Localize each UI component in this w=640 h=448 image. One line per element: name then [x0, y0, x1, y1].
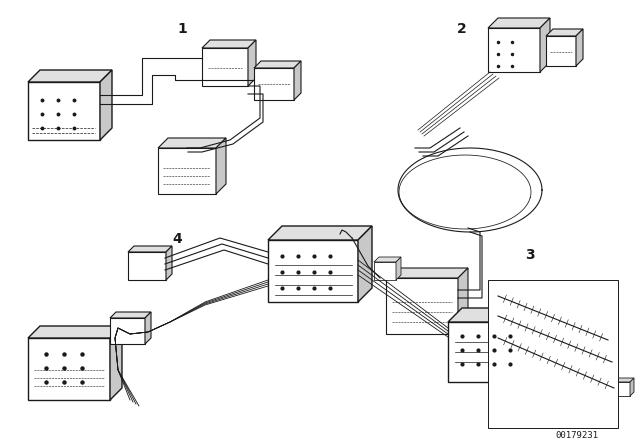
Polygon shape	[28, 82, 100, 140]
Polygon shape	[128, 252, 166, 280]
Polygon shape	[540, 18, 550, 72]
Text: 1: 1	[177, 22, 187, 36]
Polygon shape	[538, 308, 552, 382]
Polygon shape	[630, 378, 634, 396]
Polygon shape	[358, 226, 372, 302]
Polygon shape	[268, 240, 358, 302]
Polygon shape	[386, 268, 468, 278]
Text: 00179231: 00179231	[555, 431, 598, 440]
Polygon shape	[110, 318, 145, 344]
Polygon shape	[448, 308, 552, 322]
Polygon shape	[576, 29, 583, 66]
Polygon shape	[158, 138, 226, 148]
Polygon shape	[374, 262, 396, 280]
Text: 2: 2	[457, 22, 467, 36]
Polygon shape	[254, 61, 301, 68]
Polygon shape	[158, 148, 216, 194]
Polygon shape	[546, 29, 583, 36]
Polygon shape	[458, 268, 468, 334]
Polygon shape	[28, 70, 112, 82]
Polygon shape	[386, 278, 458, 334]
Polygon shape	[448, 322, 538, 382]
Polygon shape	[546, 36, 576, 66]
Polygon shape	[614, 378, 634, 382]
Polygon shape	[374, 257, 401, 262]
Polygon shape	[166, 246, 172, 280]
Polygon shape	[488, 28, 540, 72]
Polygon shape	[488, 18, 550, 28]
Polygon shape	[268, 226, 372, 240]
Polygon shape	[248, 40, 256, 86]
Polygon shape	[202, 48, 248, 86]
Polygon shape	[100, 70, 112, 140]
Polygon shape	[128, 246, 172, 252]
Polygon shape	[294, 61, 301, 100]
Polygon shape	[254, 68, 294, 100]
Polygon shape	[28, 338, 110, 400]
Polygon shape	[110, 326, 122, 400]
Polygon shape	[614, 382, 630, 396]
Polygon shape	[216, 138, 226, 194]
Polygon shape	[110, 312, 151, 318]
Polygon shape	[28, 326, 122, 338]
Text: 3: 3	[525, 248, 535, 262]
Polygon shape	[202, 40, 256, 48]
Polygon shape	[145, 312, 151, 344]
Bar	[488, 280, 618, 428]
Text: 4: 4	[172, 232, 182, 246]
Polygon shape	[396, 257, 401, 280]
